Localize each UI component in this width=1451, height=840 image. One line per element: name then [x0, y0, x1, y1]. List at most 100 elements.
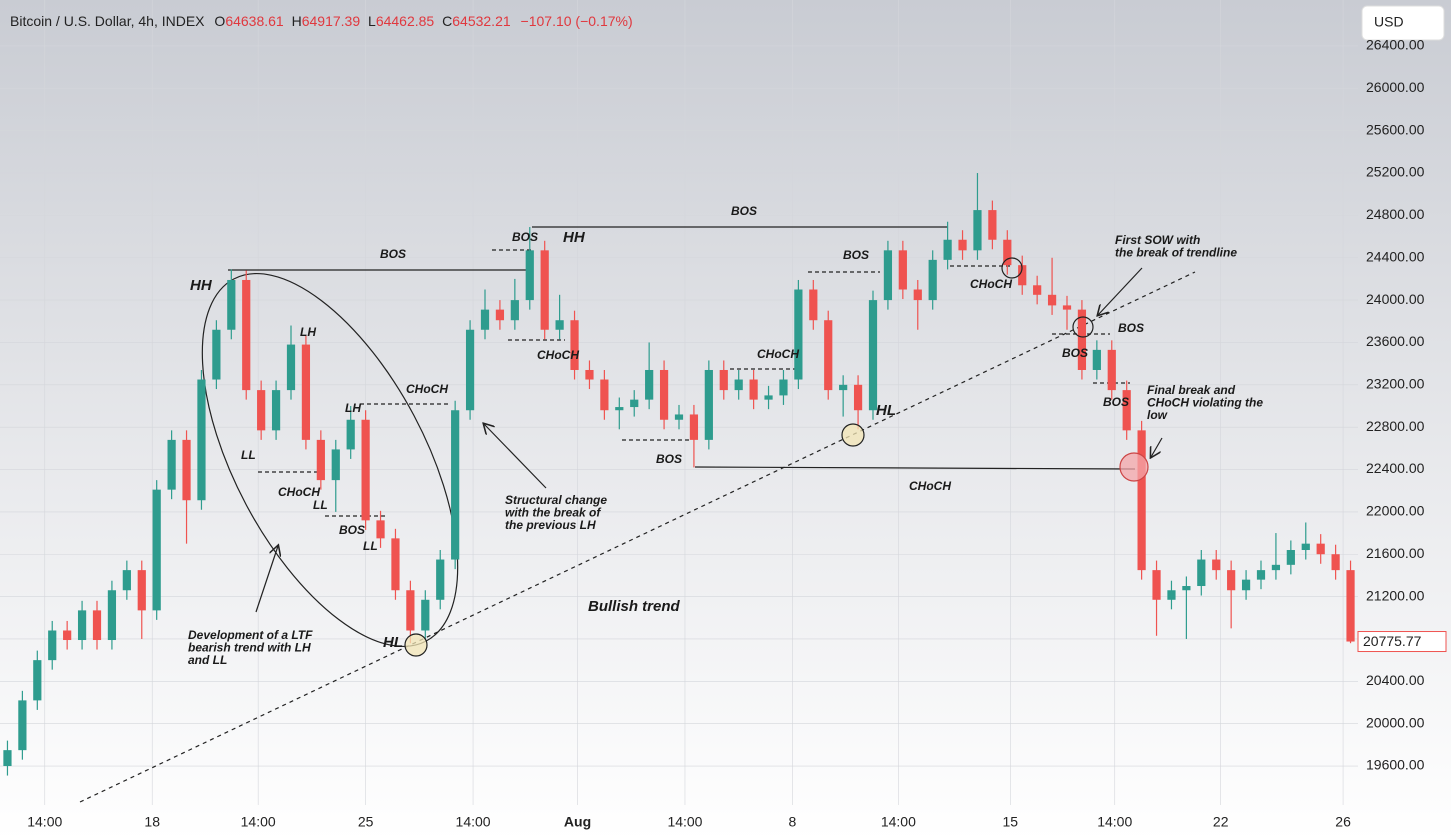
candle-body	[1286, 550, 1295, 565]
ohlc-value: 64917.39	[302, 13, 361, 29]
candle-body	[659, 369, 669, 420]
annotation: BOS	[380, 247, 406, 261]
annotation: CHoCH	[278, 485, 320, 499]
x-tick-label: 14:00	[881, 814, 916, 830]
candle-body	[689, 414, 699, 440]
candle-body	[1197, 559, 1206, 587]
candle-body	[1167, 590, 1176, 600]
candle-body	[943, 239, 952, 260]
currency-label[interactable]: USD	[1374, 14, 1404, 30]
candle-body	[137, 570, 146, 611]
y-tick-label: 20000.00	[1366, 714, 1425, 730]
annotation: Structural change	[505, 493, 607, 507]
candle-body	[1212, 559, 1221, 571]
candle-body	[719, 369, 728, 391]
candle-body	[1182, 586, 1191, 591]
candle-body	[1137, 430, 1146, 571]
candle-body	[853, 384, 863, 411]
candle-body	[271, 390, 281, 431]
candle-body	[839, 384, 848, 391]
candle-body	[585, 369, 594, 380]
candle-body	[48, 630, 57, 661]
candle-body	[257, 390, 266, 431]
annotation: the break of trendline	[1115, 246, 1237, 260]
annotation: and LL	[188, 653, 227, 667]
candle-body	[615, 407, 624, 411]
annotation: Final break and	[1147, 383, 1236, 397]
candle-body	[451, 410, 460, 560]
candle-body	[958, 239, 967, 251]
candle-body	[1003, 239, 1012, 266]
annotation: Development of a LTF	[188, 628, 313, 642]
candle-body	[779, 379, 788, 396]
candle-body	[1271, 564, 1281, 571]
candle-body	[197, 379, 206, 501]
candle-body	[809, 289, 818, 321]
annotation: HL	[383, 634, 403, 651]
symbol-title: Bitcoin / U.S. Dollar, 4h, INDEX	[10, 13, 205, 29]
y-tick-label: 24000.00	[1366, 291, 1425, 307]
candle-body	[376, 520, 385, 539]
annotation: LL	[313, 498, 328, 512]
header: Bitcoin / U.S. Dollar, 4h, INDEX O64638.…	[10, 13, 633, 29]
candle-body	[913, 289, 922, 301]
circle-mark	[1001, 257, 1023, 279]
candle-body	[525, 250, 534, 301]
x-tick-label: 25	[358, 814, 374, 830]
circle-mark	[841, 423, 865, 447]
candle-body	[645, 369, 654, 400]
candle-body	[794, 289, 803, 380]
candle-body	[465, 329, 475, 411]
legend-header: Bitcoin / U.S. Dollar, 4h, INDEX O64638.…	[10, 13, 633, 29]
annotation: BOS	[731, 204, 757, 218]
last-price-label: 20775.77	[1363, 633, 1422, 649]
candle-body	[1301, 543, 1310, 551]
candle-body	[868, 300, 878, 411]
y-tick-label: 22400.00	[1366, 460, 1425, 476]
currency-button[interactable]	[1361, 5, 1445, 41]
y-tick-label: 24800.00	[1366, 206, 1425, 222]
x-tick-label: 18	[144, 814, 160, 830]
candle-body	[316, 439, 325, 481]
candle-body	[92, 610, 102, 641]
x-tick-label: 26	[1335, 814, 1351, 830]
candle-body	[1331, 554, 1340, 571]
x-tick-label: 14:00	[1097, 814, 1132, 830]
y-tick-label: 22800.00	[1366, 418, 1425, 434]
candle-body	[361, 419, 370, 521]
candle-body	[346, 419, 355, 450]
annotation: HH	[563, 229, 586, 246]
annotation: low	[1147, 408, 1168, 422]
y-tick-label: 25200.00	[1366, 164, 1425, 180]
candle-body	[436, 559, 445, 600]
candle-body	[406, 590, 415, 631]
candle-body	[391, 538, 400, 591]
circle-mark	[404, 633, 428, 657]
candle-body	[1092, 349, 1101, 370]
candle-body	[704, 369, 713, 440]
x-tick-label: Aug	[564, 814, 591, 830]
candle-body	[1152, 570, 1161, 600]
arrow	[255, 546, 278, 613]
candle-body	[824, 320, 833, 391]
annotation: the previous LH	[505, 518, 596, 532]
annotation: HL	[876, 402, 896, 419]
candle-body	[480, 309, 490, 330]
ohlc-label: L	[368, 13, 376, 29]
annotation: CHoCH	[537, 348, 579, 362]
annotation: BOS	[1118, 321, 1144, 335]
annotation: BOS	[843, 248, 869, 262]
candle-body	[33, 660, 42, 701]
candle-body	[749, 379, 758, 400]
candle-body	[1122, 390, 1131, 431]
candle-body	[331, 449, 340, 481]
ohlc-value: 64532.21	[452, 13, 511, 29]
candle-body	[1241, 579, 1251, 591]
circle-marks	[404, 257, 1149, 657]
candle-body	[3, 750, 12, 767]
ohlc-label: O	[214, 13, 225, 29]
annotation: CHoCH	[757, 347, 799, 361]
circle-mark	[1119, 452, 1149, 482]
